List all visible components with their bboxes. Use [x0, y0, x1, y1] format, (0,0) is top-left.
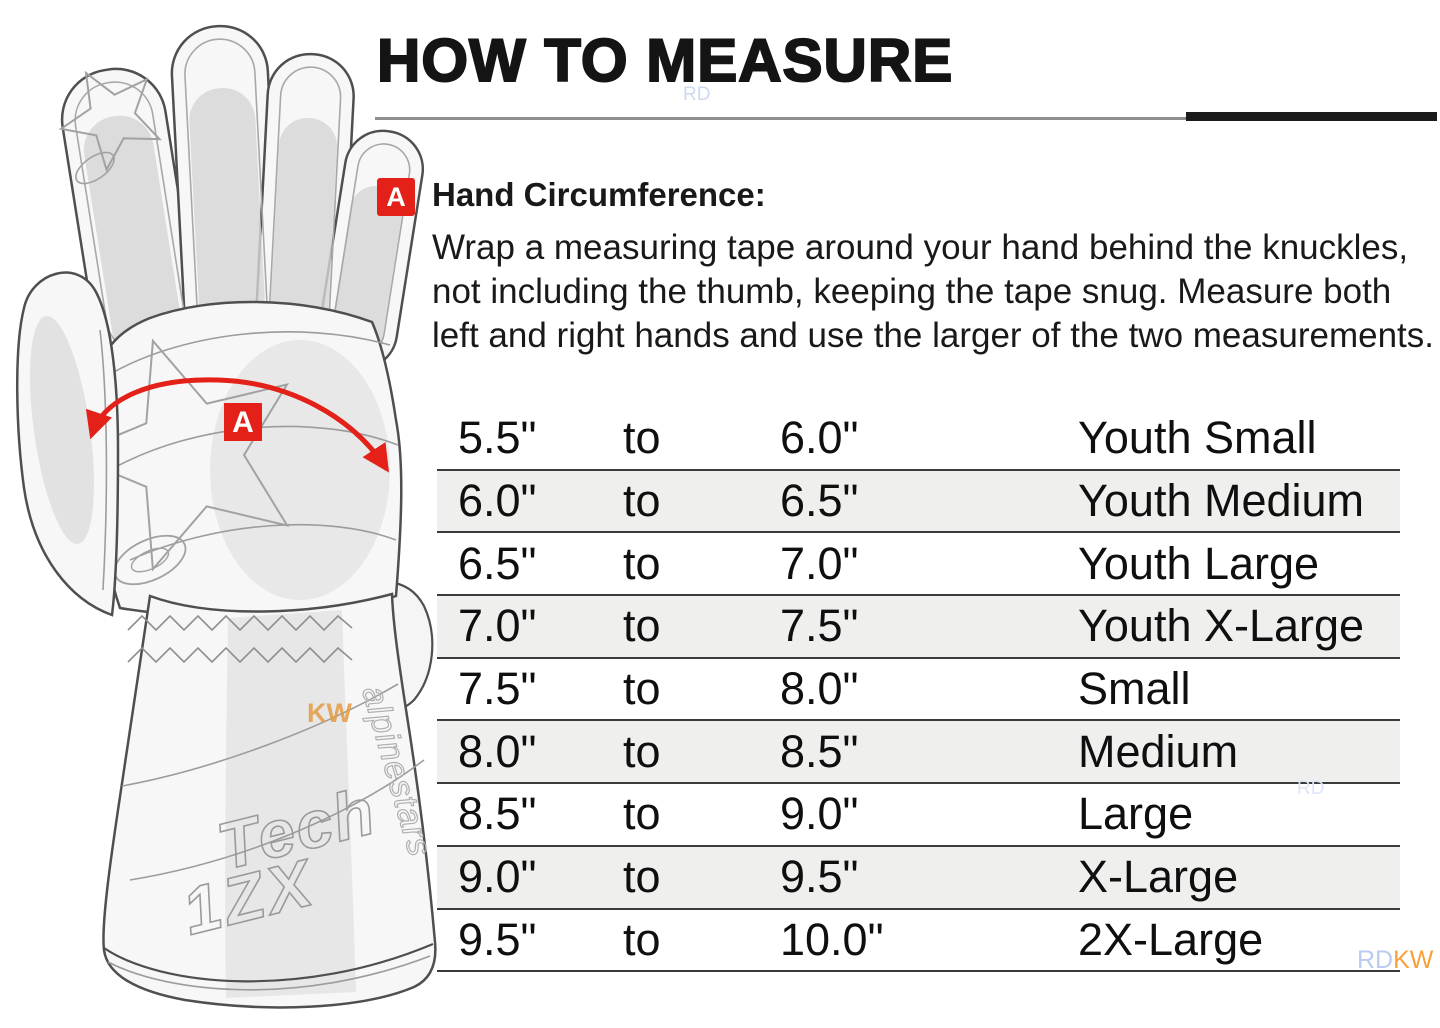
size-chart-row: 7.0" to 7.5" Youth X-Large: [437, 596, 1400, 659]
min-size: 7.5": [458, 663, 537, 715]
size-chart-row: 7.5" to 8.0" Small: [437, 659, 1400, 722]
hand-shadow-thumb: [29, 316, 95, 544]
max-size: 7.5": [780, 600, 859, 652]
size-label: Large: [1078, 788, 1194, 840]
page-title: HOW TO MEASURE: [376, 26, 954, 95]
max-size: 6.5": [780, 475, 859, 527]
glove-measure-a-badge: [224, 403, 262, 441]
title-rule-black: [1186, 112, 1437, 121]
range-separator: to: [623, 788, 661, 840]
size-label: Youth Medium: [1078, 475, 1365, 527]
range-separator: to: [623, 475, 661, 527]
size-chart-row: 9.0" to 9.5" X-Large: [437, 846, 1400, 910]
max-size: 9.0": [780, 788, 859, 840]
max-size: 7.0": [780, 537, 859, 589]
max-size: 6.0": [780, 412, 859, 464]
min-size: 6.0": [458, 475, 537, 527]
size-label: Youth X-Large: [1078, 600, 1365, 652]
brand-star-knuckle-icon: [58, 70, 162, 173]
brand-swirl-knuckle-icon: [75, 151, 115, 185]
size-chart-row: 6.0" to 6.5" Youth Medium: [437, 470, 1400, 534]
cuff-hem-inner: [107, 955, 431, 991]
measurement-arc: [85, 377, 390, 473]
body-line-1: Wrap a measuring tape around your hand b…: [432, 228, 1409, 267]
min-size: 8.5": [458, 788, 537, 840]
min-size: 5.5": [458, 412, 537, 464]
hand-circumference-body: Wrap a measuring tape around your hand b…: [432, 226, 1434, 358]
size-label: 2X-Large: [1078, 913, 1264, 965]
max-size: 10.0": [780, 913, 884, 965]
min-size: 9.5": [458, 913, 537, 965]
min-size: 7.0": [458, 600, 537, 652]
size-label: Youth Small: [1078, 412, 1317, 464]
cuff-hem-outer: [103, 942, 434, 983]
size-label: X-Large: [1078, 851, 1239, 903]
min-size: 6.5": [458, 537, 537, 589]
range-separator: to: [623, 663, 661, 715]
range-separator: to: [623, 412, 661, 464]
glove-measure-a-label: A: [232, 406, 254, 439]
size-label: Small: [1078, 663, 1191, 715]
size-label: Medium: [1078, 725, 1239, 777]
section-a-badge: A: [377, 178, 415, 216]
body-line-3: left and right hands and use the larger …: [432, 316, 1434, 355]
title-rule-gray: [375, 117, 1437, 120]
range-separator: to: [623, 913, 661, 965]
min-size: 9.0": [458, 851, 537, 903]
max-size: 8.5": [780, 725, 859, 777]
range-separator: to: [623, 725, 661, 777]
range-separator: to: [623, 600, 661, 652]
max-size: 8.0": [780, 663, 859, 715]
range-separator: to: [623, 851, 661, 903]
max-size: 9.5": [780, 851, 859, 903]
size-chart-row: 6.5" to 7.0" Youth Large: [437, 533, 1400, 597]
brand-swirl-palm-inner-icon: [130, 547, 170, 573]
glove-illustration: Tech 1ZX alpinestars A: [16, 24, 440, 1009]
range-separator: to: [623, 537, 661, 589]
min-size: 8.0": [458, 725, 537, 777]
size-chart-row: 9.5" to 10.0" 2X-Large: [437, 910, 1400, 973]
hand-circumference-heading: Hand Circumference:: [432, 176, 766, 213]
size-chart-row: 8.0" to 8.5" Medium: [437, 721, 1400, 785]
cuff-seams: [121, 683, 425, 881]
size-label: Youth Large: [1078, 537, 1320, 589]
body-line-2: not including the thumb, keeping the tap…: [432, 272, 1392, 311]
size-chart: 5.5" to 6.0" Youth Small 6.0" to 6.5" Youth Med…: [437, 408, 1400, 973]
size-chart-row: 5.5" to 6.0" Youth Small: [437, 408, 1400, 471]
size-chart-row: 8.5" to 9.0" Large: [437, 784, 1400, 847]
hand-shadow-cuff: [225, 610, 356, 998]
zigzag-stitching: [127, 614, 353, 664]
